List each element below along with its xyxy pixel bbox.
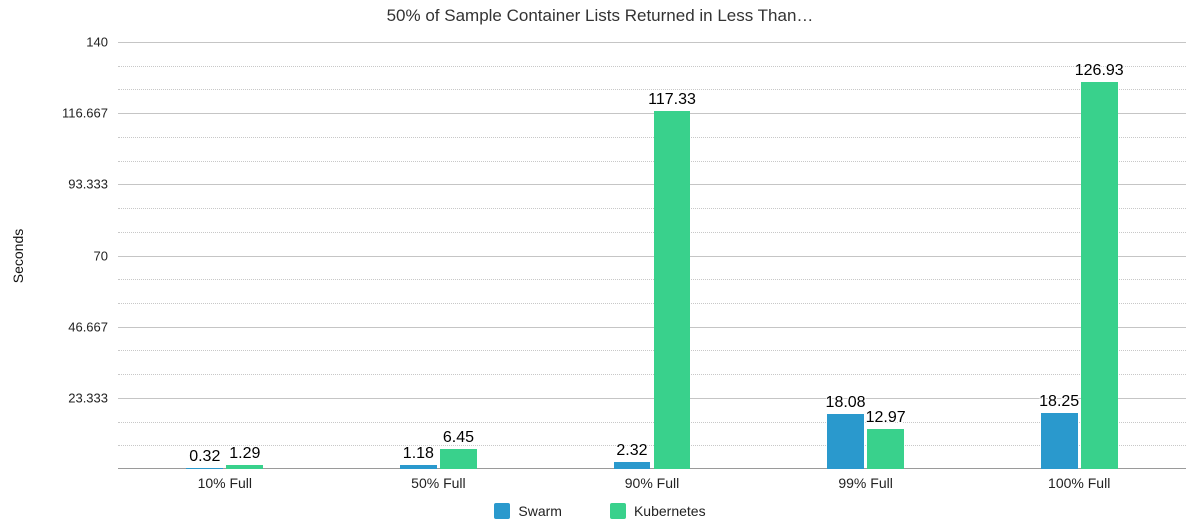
y-tick-label: 93.333 [68,177,108,192]
bar-value-label: 1.29 [229,445,260,465]
bar [186,468,223,469]
legend: Swarm Kubernetes [0,503,1200,522]
x-axis-baseline [118,468,1186,469]
bar-value-label: 1.18 [403,445,434,465]
y-tick-label: 23.333 [68,390,108,405]
x-tick-label: 10% Full [198,475,252,491]
bar-value-label: 12.97 [866,409,906,429]
gridline-minor [118,161,1186,162]
legend-label: Swarm [518,503,562,519]
y-tick-label: 46.667 [68,319,108,334]
gridline-major [118,327,1186,328]
gridline-minor [118,303,1186,304]
gridline-major [118,256,1186,257]
bar-value-label: 6.45 [443,429,474,449]
bar-value-label: 18.25 [1039,393,1079,413]
bar [867,429,904,469]
bar [400,465,437,469]
bar [1041,413,1078,469]
plot-area: 23.33346.6677093.333116.66714010% Full0.… [118,42,1186,469]
gridline-minor [118,445,1186,446]
gridline-minor [118,422,1186,423]
gridline-minor [118,279,1186,280]
x-tick-label: 99% Full [838,475,892,491]
bar-chart: 50% of Sample Container Lists Returned i… [0,0,1200,527]
gridline-minor [118,350,1186,351]
bar [440,449,477,469]
y-tick-label: 116.667 [62,106,108,121]
gridline-minor [118,137,1186,138]
bar-value-label: 126.93 [1075,62,1124,82]
gridline-minor [118,374,1186,375]
legend-label: Kubernetes [634,503,706,519]
gridline-major [118,398,1186,399]
bar [654,111,691,469]
y-tick-label: 70 [94,248,108,263]
gridline-major [118,42,1186,43]
bar-value-label: 117.33 [648,91,696,111]
gridline-minor [118,232,1186,233]
bar [1081,82,1118,469]
chart-title: 50% of Sample Container Lists Returned i… [0,6,1200,26]
x-tick-label: 90% Full [625,475,679,491]
x-tick-label: 100% Full [1048,475,1110,491]
legend-item: Swarm [494,503,562,519]
gridline-major [118,184,1186,185]
bar [827,414,864,469]
bar-value-label: 18.08 [826,394,866,414]
bar-value-label: 2.32 [616,442,647,462]
gridline-minor [118,208,1186,209]
bar [226,465,263,469]
gridline-major [118,113,1186,114]
x-tick-label: 50% Full [411,475,465,491]
legend-swatch [610,503,626,519]
bar-value-label: 0.32 [189,448,220,468]
gridline-minor [118,66,1186,67]
y-axis-label: Seconds [10,228,26,282]
y-tick-label: 140 [86,35,108,50]
legend-item: Kubernetes [610,503,706,519]
bar [614,462,651,469]
legend-swatch [494,503,510,519]
